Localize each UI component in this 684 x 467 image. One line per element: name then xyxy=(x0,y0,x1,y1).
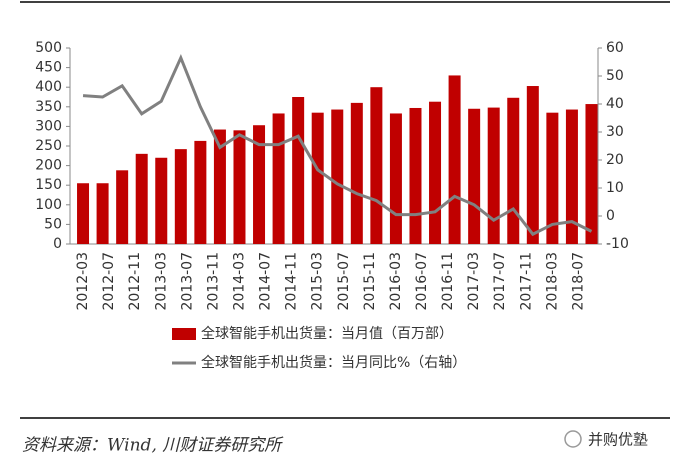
y-tick-label: 500 xyxy=(35,40,62,56)
bar xyxy=(565,109,578,244)
bar xyxy=(370,87,383,244)
source: 资料来源：Wind, 川财证券研究所 xyxy=(22,436,284,456)
bar xyxy=(350,102,363,244)
x-tick-label: 2013-07 xyxy=(179,252,195,311)
bar xyxy=(331,109,344,244)
x-tick-label: 2014-07 xyxy=(258,252,274,311)
y2-tick-label: 40 xyxy=(606,96,624,112)
y-tick-label: 400 xyxy=(35,79,62,95)
bar xyxy=(194,140,207,244)
y-tick-label: 0 xyxy=(53,236,62,252)
y2-tick-label: 0 xyxy=(606,208,615,224)
bar xyxy=(507,97,520,244)
legend-label: 全球智能手机出货量：当月同比%（右轴） xyxy=(201,354,466,371)
y2-tick-label: 30 xyxy=(606,124,624,140)
x-tick-label: 2012-03 xyxy=(75,252,91,311)
bar xyxy=(253,125,266,244)
y2-tick-label: 10 xyxy=(606,180,624,196)
x-tick-label: 2017-07 xyxy=(492,252,508,311)
x-tick-label: 2012-11 xyxy=(127,252,143,311)
x-tick-label: 2015-11 xyxy=(362,252,378,311)
y2-tick-label: 20 xyxy=(606,152,624,168)
bar xyxy=(135,153,148,244)
bar xyxy=(409,107,422,244)
bar xyxy=(526,86,539,244)
x-tick-label: 2015-07 xyxy=(336,252,352,311)
bar xyxy=(116,170,129,244)
y-tick-label: 350 xyxy=(35,99,62,115)
bar xyxy=(468,108,481,244)
y-tick-label: 200 xyxy=(35,158,62,174)
bar xyxy=(233,130,246,244)
x-tick-label: 2014-03 xyxy=(231,252,247,311)
x-tick-label: 2012-07 xyxy=(101,252,117,311)
x-tick-label: 2014-11 xyxy=(284,252,300,311)
bar xyxy=(292,97,305,244)
y2-tick-label: 60 xyxy=(606,40,624,56)
bar xyxy=(272,113,285,245)
x-tick-label: 2016-07 xyxy=(414,252,430,311)
bar xyxy=(389,113,402,245)
y-tick-label: 150 xyxy=(35,177,62,193)
x-tick-label: 2017-11 xyxy=(518,252,534,311)
y-tick-label: 250 xyxy=(35,138,62,154)
x-tick-label: 2018-07 xyxy=(570,252,586,311)
line xyxy=(82,53,593,237)
y2-tick-label: 50 xyxy=(606,68,624,84)
bar xyxy=(448,75,461,244)
watermark-icon xyxy=(564,430,582,448)
x-tick-label: 2013-03 xyxy=(153,252,169,311)
y2-tick-label: -10 xyxy=(606,236,629,252)
bar xyxy=(213,129,226,244)
x-tick-label: 2017-03 xyxy=(466,252,482,311)
bar xyxy=(429,101,442,244)
y-tick-label: 100 xyxy=(35,197,62,213)
x-tick-label: 2013-11 xyxy=(205,252,221,311)
bar xyxy=(77,183,90,244)
bar xyxy=(546,112,559,245)
watermark: 并购优塾 xyxy=(588,431,648,449)
bar xyxy=(96,183,109,244)
x-tick-label: 2018-03 xyxy=(544,252,560,311)
bar xyxy=(174,149,187,244)
bar xyxy=(311,112,324,245)
bar xyxy=(585,104,598,244)
x-tick-label: 2016-03 xyxy=(388,252,404,311)
x-tick-label: 2016-11 xyxy=(440,252,456,311)
y-tick-label: 300 xyxy=(35,118,62,134)
y-tick-label: 450 xyxy=(35,60,62,76)
bar xyxy=(487,107,500,244)
x-tick-label: 2015-03 xyxy=(310,252,326,311)
legend-swatch xyxy=(172,328,196,340)
legend-label: 全球智能手机出货量：当月值（百万部） xyxy=(201,325,453,342)
y-tick-label: 50 xyxy=(44,216,62,232)
bar xyxy=(155,157,168,244)
